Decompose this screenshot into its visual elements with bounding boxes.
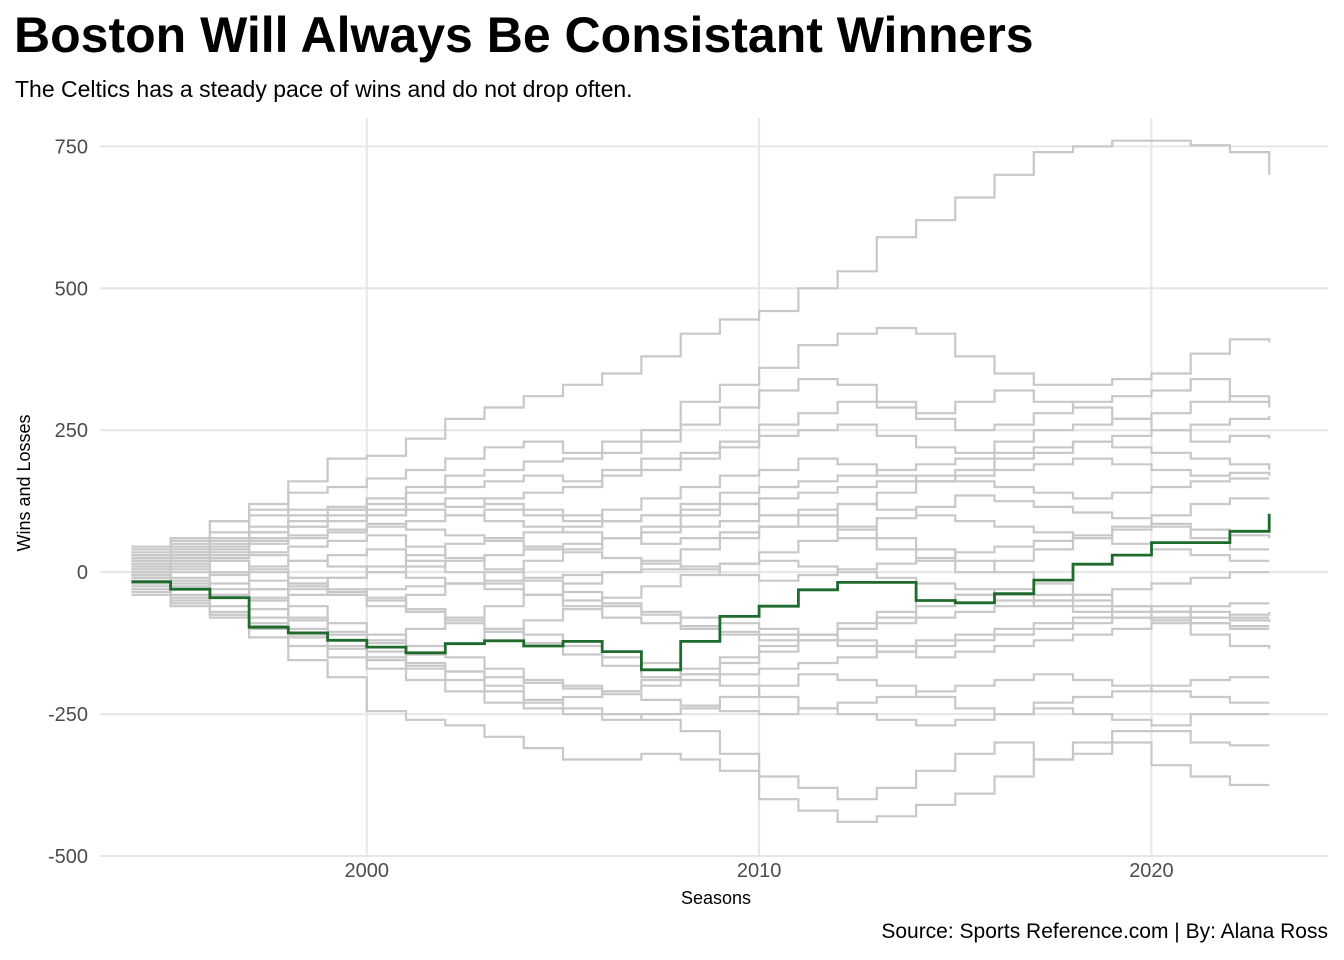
- y-tick-label: 750: [55, 136, 88, 158]
- y-axis-title: Wins and Losses: [14, 414, 34, 551]
- y-tick-label: -500: [48, 846, 88, 868]
- axis-ticks: 750 500 250 0 -250 -500 2000 2010 2020: [48, 136, 1174, 882]
- background-series-line: [131, 494, 1271, 656]
- x-tick-label: 2000: [345, 860, 390, 882]
- x-tick-label: 2010: [737, 860, 782, 882]
- chart-title: Boston Will Always Be Consistant Winners: [14, 7, 1034, 63]
- background-series-line: [131, 593, 1270, 721]
- background-series-line: [131, 545, 1270, 727]
- background-series-line: [131, 548, 1270, 642]
- background-series-line: [131, 548, 1270, 648]
- background-series-line: [131, 389, 1271, 577]
- highlight-series-line: [131, 513, 1271, 672]
- background-series-line: [131, 326, 1271, 562]
- background-series-line: [131, 562, 1270, 682]
- background-series-line: [131, 416, 1271, 568]
- x-tick-label: 2020: [1129, 860, 1174, 882]
- background-series-line: [131, 559, 1270, 630]
- background-series-line: [131, 590, 1270, 716]
- background-series-line: [131, 502, 1270, 596]
- x-axis-title: Seasons: [681, 888, 751, 908]
- highlight-series-group: [131, 513, 1271, 672]
- background-series-group: [131, 139, 1271, 823]
- y-tick-label: 250: [55, 420, 88, 442]
- chart-subtitle: The Celtics has a steady pace of wins an…: [15, 76, 633, 102]
- y-tick-label: -250: [48, 704, 88, 726]
- background-series-line: [131, 457, 1271, 560]
- y-tick-label: 500: [55, 278, 88, 300]
- background-series-line: [131, 534, 1271, 659]
- y-tick-label: 0: [77, 562, 88, 584]
- background-series-line: [131, 139, 1271, 571]
- chart-caption: Source: Sports Reference.com | By: Alana…: [881, 920, 1328, 943]
